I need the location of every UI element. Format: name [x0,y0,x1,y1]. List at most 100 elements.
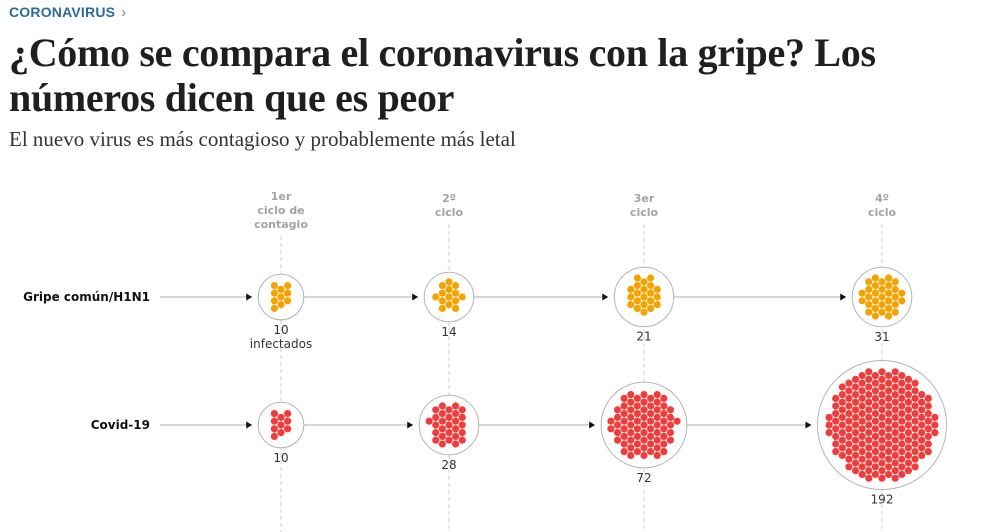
infected-dot [891,398,899,406]
infected-dot [871,448,879,456]
infected-dot [633,440,641,448]
infected-dot [825,413,833,421]
value-label: 14 [441,325,456,339]
infected-dot [452,410,460,418]
infected-dot [838,391,846,399]
infected-dot [924,448,932,456]
infected-dot [878,398,886,406]
infected-dot [858,387,866,395]
infected-dot [904,391,913,399]
infected-dot [647,425,655,433]
infected-dot [647,448,655,456]
infected-dot [438,289,446,297]
infected-dot [851,413,860,421]
infected-dot [911,448,919,456]
infected-dot [904,413,913,421]
infected-dot [924,440,932,448]
infected-dot [858,425,866,433]
infected-dot [885,448,893,456]
infected-dot [871,289,879,297]
arrow-head-icon [407,421,414,429]
infected-dot [871,274,879,282]
infected-dot [891,285,899,293]
infected-dot [898,440,906,448]
section-kicker[interactable]: CORONAVIRUS › [9,4,126,21]
infected-dot [865,383,873,391]
infected-dot [633,297,641,305]
infected-dot [891,391,899,399]
infected-dot [931,413,939,421]
infected-dot [898,425,906,433]
infected-dot [832,417,840,425]
infected-dot [620,402,628,410]
infected-dot [878,308,886,316]
infected-dot [647,394,655,402]
infected-dot [898,387,906,395]
infected-dot [633,417,641,425]
infected-dot [633,289,641,297]
page-title: ¿Cómo se compara el coronavirus con la g… [9,30,876,120]
value-label: 28 [441,458,456,472]
infected-dot [647,417,655,425]
infected-dot [885,440,893,448]
infected-dot [924,425,932,433]
infected-dot [891,278,899,286]
infected-dot [871,304,879,312]
infected-dot [640,406,648,414]
infected-dot [904,444,913,452]
infected-dot [911,432,919,440]
arrow-head-icon [602,293,609,301]
kicker-label[interactable]: CORONAVIRUS [9,4,116,20]
infected-dot [885,387,893,395]
infected-dot [871,379,879,387]
infected-dot [647,297,655,305]
infected-dot [633,432,641,440]
infected-dot [627,398,635,406]
infected-dot [627,444,635,452]
infected-dot [871,432,879,440]
infected-dot [911,417,919,425]
cycle-label: 3er [634,192,655,205]
infected-dot [277,413,285,421]
infected-dot [885,463,893,471]
infected-dot [885,425,893,433]
infected-dot [640,429,648,437]
infected-dot [851,383,860,391]
infected-dot [878,467,886,475]
infected-dot [653,285,661,293]
infected-dot [885,417,893,425]
infected-dot [458,421,466,429]
infected-dot [871,282,879,290]
infected-dot [845,402,853,410]
infected-dot [445,285,453,293]
infected-dot [640,391,648,399]
infected-dot [640,421,648,429]
infected-dot [878,421,886,429]
infected-dot [653,436,661,444]
infected-dot [640,451,648,459]
infected-dot [640,444,648,452]
infected-dot [904,467,913,475]
infected-dot [845,379,853,387]
infected-dot [613,406,622,414]
infected-dot [871,455,879,463]
infected-dot [270,304,278,312]
infected-dot [627,436,635,444]
infected-dot [891,308,899,316]
infected-dot [660,425,668,433]
infected-dot [878,444,886,452]
infected-dot [284,410,292,418]
infected-dot [878,406,886,414]
infected-dot [640,293,648,301]
infected-dot [445,293,453,301]
infected-dot [640,285,648,293]
infected-dot [640,413,648,421]
infected-dot [898,379,906,387]
infected-dot [438,282,446,290]
infected-dot [878,293,886,301]
infected-dot [647,440,655,448]
infected-dot [452,304,460,312]
infected-dot [438,425,446,433]
infected-dot [918,436,926,444]
infected-dot [898,372,906,380]
